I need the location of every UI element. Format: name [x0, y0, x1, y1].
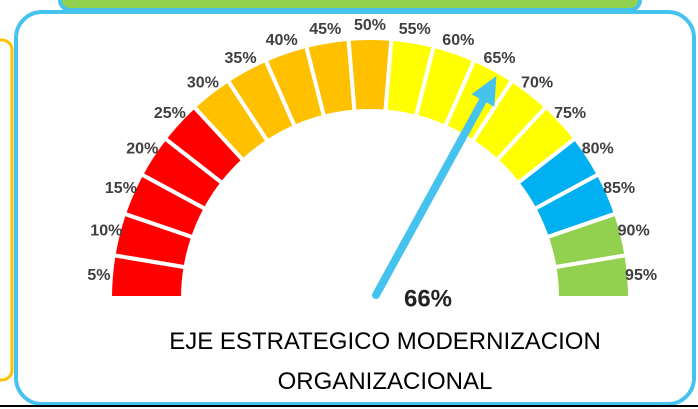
segment-label: 40%: [266, 32, 298, 49]
segment-label: 35%: [225, 50, 257, 67]
segment-label: 25%: [154, 105, 186, 122]
segment-label: 60%: [442, 32, 474, 49]
segment-label: 45%: [309, 21, 341, 38]
gauge-title: EJE ESTRATEGICO MODERNIZACION ORGANIZACI…: [169, 328, 601, 395]
value-label: 66%: [404, 285, 452, 312]
segment-label: 55%: [399, 21, 431, 38]
segment-label: 80%: [582, 140, 614, 157]
segment-label: 85%: [603, 180, 635, 197]
needle: [372, 96, 487, 299]
segment-label: 75%: [554, 105, 586, 122]
segment-label: 15%: [105, 180, 137, 197]
segment-label: 5%: [87, 267, 110, 284]
segment-label: 20%: [126, 140, 158, 157]
needle-head: [471, 75, 497, 107]
segment-label: 65%: [483, 50, 515, 67]
left-panel: [0, 38, 14, 382]
segment-label: 70%: [521, 75, 553, 92]
segment-label: 50%: [354, 17, 386, 34]
segment-label: 10%: [90, 222, 122, 239]
top-panel: [58, 0, 642, 12]
segment-label: 95%: [625, 267, 657, 284]
segment-label: 30%: [187, 75, 219, 92]
gauge-segment: [552, 252, 633, 300]
segment-label: 90%: [618, 222, 650, 239]
